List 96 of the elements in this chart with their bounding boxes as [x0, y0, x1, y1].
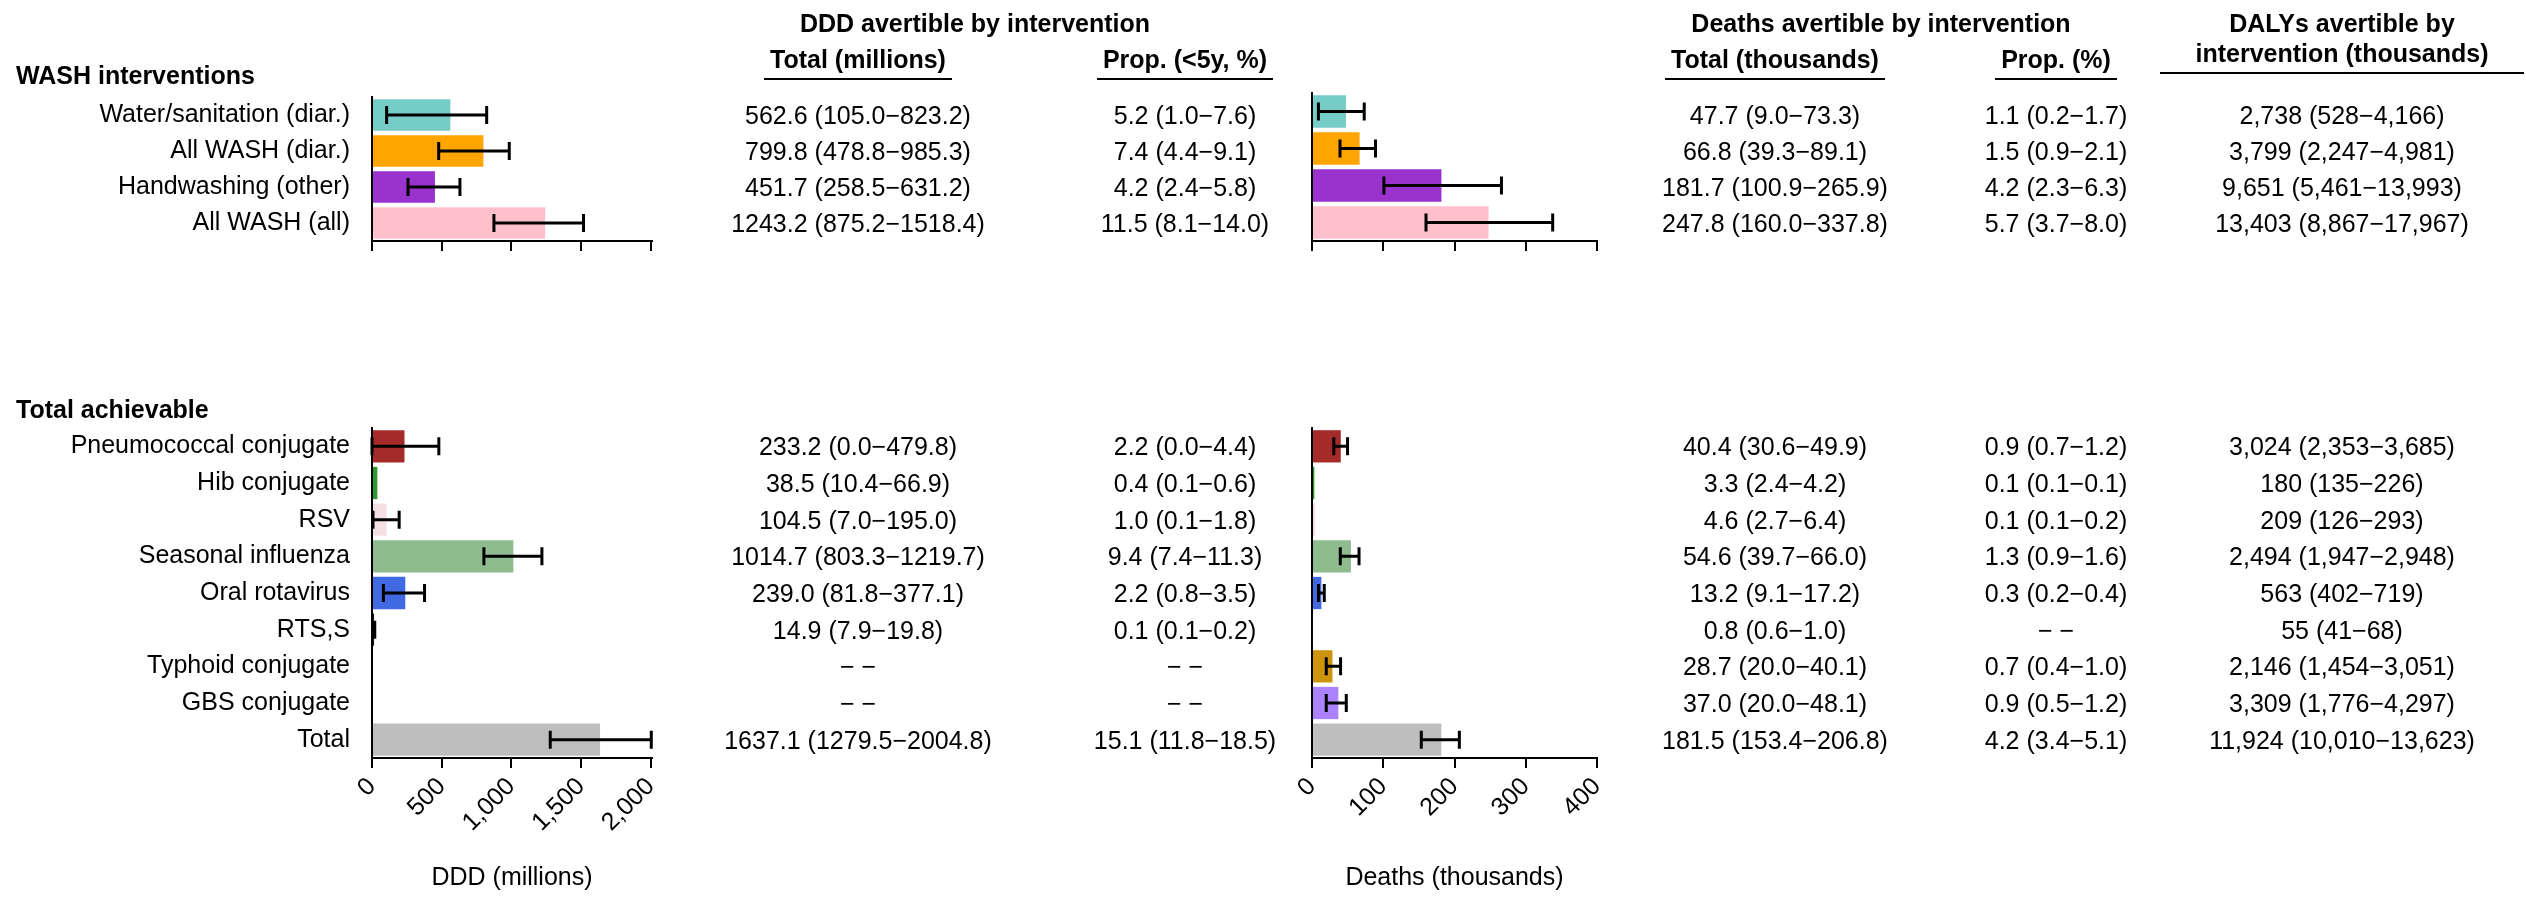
text: 0.1 (0.1−0.1): [1984, 469, 2128, 497]
text: 799.8 (478.8−985.3): [745, 137, 971, 165]
y-tick-label: Typhoid conjugate: [147, 650, 350, 679]
y-tick-label: GBS conjugate: [181, 686, 350, 715]
text: 4.2 (2.4−5.8): [1113, 173, 1257, 201]
text: Total (thousands): [1665, 44, 1885, 80]
text: Prop. (<5y, %): [1096, 44, 1274, 80]
text: 239.0 (81.8−377.1): [752, 579, 964, 607]
text: 2,738 (528−4,166): [2239, 101, 2445, 129]
text: 40.4 (30.6−49.9): [1682, 432, 1868, 461]
y-tick-label: Water/sanitation (diar.): [99, 98, 350, 127]
text: 38.5 (10.4−66.9): [765, 469, 951, 497]
text: 1.0 (0.1−1.8): [1113, 505, 1257, 534]
y-tick-label: RSV: [298, 503, 351, 532]
text: 37.0 (20.0−48.1): [1682, 689, 1868, 717]
text: WASH interventions: [16, 60, 255, 89]
text: 1637.1 (1279.5−2004.8): [724, 725, 992, 754]
text: 1.5 (0.9−2.1): [1984, 137, 2128, 165]
x-tick-label: 400: [1556, 771, 1606, 821]
y-tick-label: Total: [297, 723, 350, 752]
x-tick-label: 0: [350, 771, 381, 801]
text: Total achievable: [16, 394, 209, 423]
text: 2,146 (1,454−3,051): [2229, 652, 2455, 681]
text: 563 (402−719): [2260, 579, 2424, 607]
text: 0.3 (0.2−0.4): [1984, 579, 2128, 607]
text: 451.7 (258.5−631.2): [745, 173, 971, 201]
text: 3,799 (2,247−4,981): [2229, 137, 2455, 165]
y-tick-label: All WASH (all): [192, 206, 350, 235]
text: 55 (41−68): [2281, 615, 2403, 644]
text: 1014.7 (803.3−1219.7): [731, 542, 985, 571]
text: 3,024 (2,353−3,685): [2229, 432, 2455, 461]
text: 0.1 (0.1−0.2): [1113, 615, 1257, 644]
text: DALYs avertible by intervention (thousands): [2160, 8, 2524, 74]
text: 11,924 (10,010−13,623): [2209, 725, 2475, 754]
text: 3.3 (2.4−4.2): [1703, 469, 1847, 497]
text: 209 (126−293): [2260, 505, 2424, 534]
text: 15.1 (11.8−18.5): [1093, 725, 1277, 754]
text: 3,309 (1,776−4,297): [2229, 689, 2455, 717]
text: − −: [1166, 689, 1204, 717]
text: 14.9 (7.9−19.8): [772, 615, 944, 644]
text: 0.7 (0.4−1.0): [1984, 652, 2128, 681]
text: 1.1 (0.2−1.7): [1984, 101, 2128, 129]
text: 66.8 (39.3−89.1): [1682, 137, 1868, 165]
text: 0.1 (0.1−0.2): [1984, 505, 2128, 534]
text: Total (millions): [764, 44, 952, 80]
x-tick-label: 100: [1342, 771, 1392, 821]
text: 4.6 (2.7−6.4): [1703, 505, 1847, 534]
text: 0.9 (0.7−1.2): [1984, 432, 2128, 461]
text: 13,403 (8,867−17,967): [2215, 209, 2469, 237]
text: − −: [839, 689, 877, 717]
x-tick-label: 300: [1484, 771, 1535, 821]
y-tick-label: All WASH (diar.): [170, 134, 350, 163]
text: 181.5 (153.4−206.8): [1662, 725, 1888, 754]
text: 2.2 (0.8−3.5): [1113, 579, 1257, 607]
text: − −: [839, 652, 877, 681]
text: 47.7 (9.0−73.3): [1689, 101, 1861, 129]
text: DDD avertible by intervention: [799, 9, 1151, 37]
y-tick-label: Seasonal influenza: [138, 540, 351, 569]
x-tick-label: 0: [1290, 771, 1321, 801]
text: 1.3 (0.9−1.6): [1984, 542, 2128, 571]
x-axis-title: Deaths (thousands): [1345, 861, 1564, 890]
text: 233.2 (0.0−479.8): [758, 432, 958, 461]
text: 11.5 (8.1−14.0): [1100, 209, 1270, 237]
text: 54.6 (39.7−66.0): [1682, 542, 1868, 571]
text: 5.2 (1.0−7.6): [1113, 101, 1257, 129]
text: Prop. (%): [1995, 44, 2117, 80]
text: 0.8 (0.6−1.0): [1703, 615, 1847, 644]
text: 104.5 (7.0−195.0): [758, 505, 958, 534]
text: 5.7 (3.7−8.0): [1984, 209, 2128, 237]
x-axis-title: DDD (millions): [431, 861, 593, 890]
text: 9.4 (7.4−11.3): [1107, 542, 1263, 571]
text: 4.2 (2.3−6.3): [1984, 173, 2128, 201]
y-tick-label: RTS,S: [276, 613, 350, 642]
y-tick-label: Oral rotavirus: [199, 576, 350, 605]
text: 180 (135−226): [2260, 469, 2424, 497]
text: 0.9 (0.5−1.2): [1984, 689, 2128, 717]
text: Deaths avertible by intervention: [1691, 9, 2071, 37]
text: 247.8 (160.0−337.8): [1662, 209, 1888, 237]
text: 4.2 (3.4−5.1): [1984, 725, 2128, 754]
x-tick-label: 500: [400, 771, 451, 821]
text: 2,494 (1,947−2,948): [2229, 542, 2455, 571]
text: 9,651 (5,461−13,993): [2222, 173, 2462, 201]
text: 28.7 (20.0−40.1): [1682, 652, 1868, 681]
y-tick-label: Pneumococcal conjugate: [70, 430, 350, 459]
text: 1243.2 (875.2−1518.4): [731, 209, 985, 237]
text: 562.6 (105.0−823.2): [745, 101, 971, 129]
text: 13.2 (9.1−17.2): [1689, 579, 1861, 607]
text: 7.4 (4.4−9.1): [1113, 137, 1257, 165]
y-tick-label: Hib conjugate: [197, 466, 350, 495]
text: 0.4 (0.1−0.6): [1113, 469, 1257, 497]
x-tick-label: 200: [1413, 771, 1463, 821]
text: 2.2 (0.0−4.4): [1113, 432, 1257, 461]
text: − −: [1166, 652, 1204, 681]
text: − −: [2037, 615, 2075, 644]
text: 181.7 (100.9−265.9): [1662, 173, 1888, 201]
y-tick-label: Handwashing (other): [117, 170, 350, 199]
